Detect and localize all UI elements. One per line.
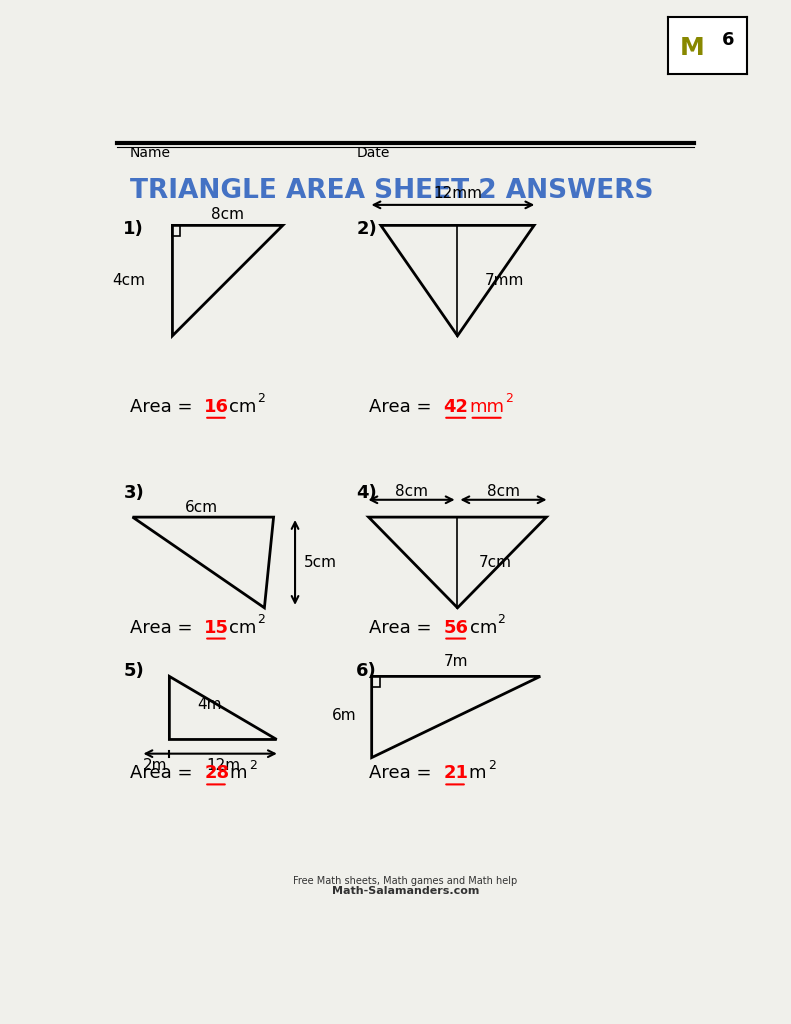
Text: 6m: 6m	[331, 709, 356, 723]
Text: 12m: 12m	[206, 759, 240, 773]
Text: 2: 2	[498, 613, 505, 626]
Text: cm: cm	[229, 618, 257, 637]
Text: 5): 5)	[123, 662, 144, 680]
Text: 12mm: 12mm	[433, 186, 482, 201]
Text: 4cm: 4cm	[112, 273, 145, 288]
Text: 8cm: 8cm	[395, 484, 428, 499]
Text: m: m	[229, 764, 247, 782]
Text: 6cm: 6cm	[185, 500, 218, 515]
Text: 1): 1)	[123, 220, 144, 239]
Text: 2: 2	[249, 759, 257, 772]
Text: 2m: 2m	[143, 759, 168, 773]
Text: 56: 56	[444, 618, 468, 637]
Text: 4m: 4m	[197, 697, 221, 713]
Text: 7cm: 7cm	[479, 555, 512, 569]
Text: Area =: Area =	[130, 764, 198, 782]
Text: 6: 6	[721, 31, 734, 49]
Text: Area =: Area =	[369, 764, 437, 782]
Text: 2): 2)	[356, 220, 377, 239]
Text: mm: mm	[470, 397, 505, 416]
Text: 2: 2	[257, 613, 265, 626]
Text: cm: cm	[229, 397, 257, 416]
Text: 2: 2	[505, 392, 513, 406]
Text: Area =: Area =	[369, 618, 437, 637]
Text: 15: 15	[204, 618, 229, 637]
Text: cm: cm	[470, 618, 497, 637]
Text: 8cm: 8cm	[211, 207, 244, 222]
Text: 7mm: 7mm	[485, 273, 524, 288]
Text: 8cm: 8cm	[487, 484, 520, 499]
Text: 6): 6)	[356, 662, 377, 680]
Text: 2: 2	[257, 392, 265, 406]
Text: 16: 16	[204, 397, 229, 416]
Text: 2: 2	[488, 759, 496, 772]
Text: 42: 42	[444, 397, 468, 416]
Text: 7m: 7m	[444, 653, 468, 669]
Text: 28: 28	[204, 764, 229, 782]
Text: Name: Name	[130, 145, 171, 160]
Text: Free Math sheets, Math games and Math help: Free Math sheets, Math games and Math he…	[293, 877, 517, 887]
Text: Area =: Area =	[130, 397, 198, 416]
Text: m: m	[468, 764, 486, 782]
Text: 21: 21	[444, 764, 468, 782]
Text: 5cm: 5cm	[305, 555, 337, 569]
Text: Area =: Area =	[130, 618, 198, 637]
Text: Area =: Area =	[369, 397, 437, 416]
Text: Date: Date	[356, 145, 390, 160]
Text: TRIANGLE AREA SHEET 2 ANSWERS: TRIANGLE AREA SHEET 2 ANSWERS	[130, 178, 653, 204]
Text: 4): 4)	[356, 484, 377, 503]
Text: M: M	[679, 37, 705, 60]
Text: Math-Salamanders.com: Math-Salamanders.com	[331, 886, 479, 896]
Text: 3): 3)	[123, 484, 144, 503]
